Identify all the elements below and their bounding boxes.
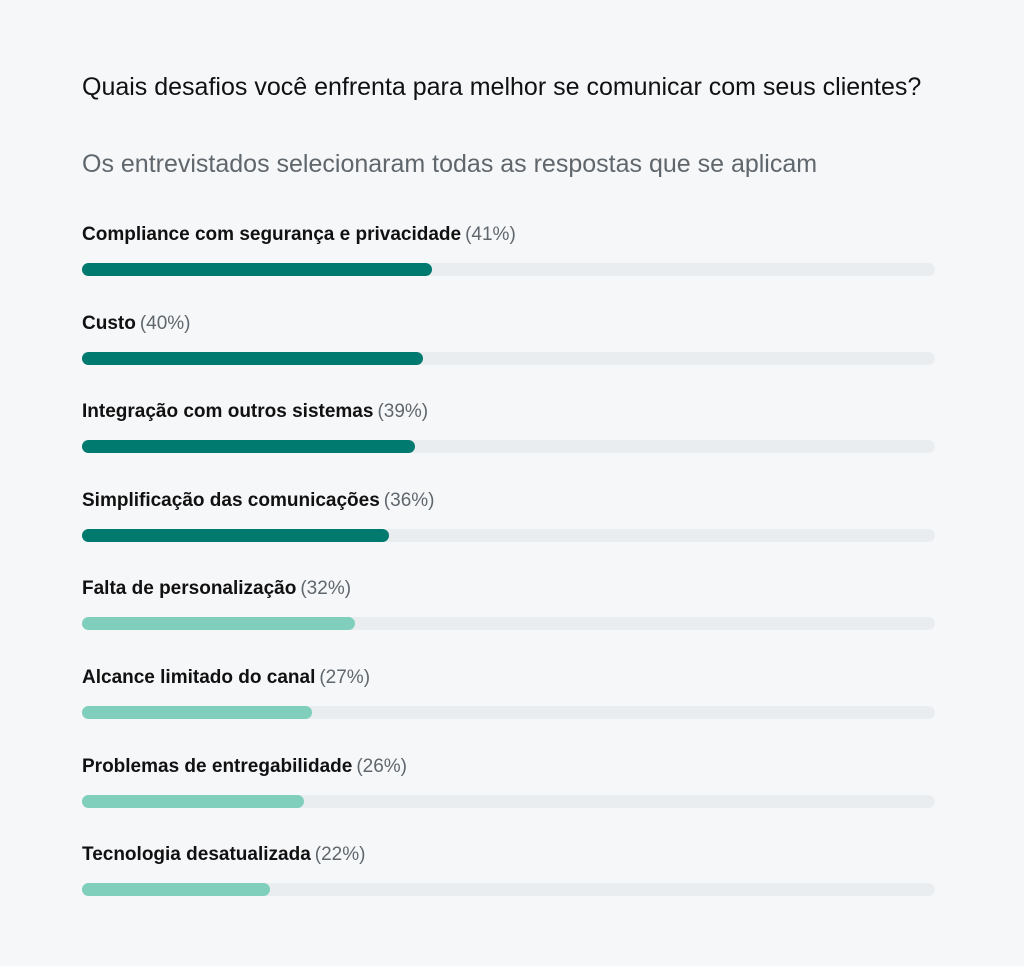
value-label: (39%) bbox=[377, 401, 429, 423]
bar-row: Alcance limitado do canal (27%) bbox=[82, 665, 935, 754]
value-label: (32%) bbox=[300, 578, 352, 600]
bar-fill bbox=[82, 528, 390, 542]
bar-fill bbox=[82, 794, 304, 808]
bar-list: Compliance com segurança e privacidade (4… bbox=[82, 222, 935, 931]
bar-fill bbox=[82, 617, 355, 631]
category-label: Compliance com segurança e privacidade bbox=[82, 224, 462, 245]
category-label: Problemas de entregabilidade bbox=[82, 755, 353, 777]
value-label: (26%) bbox=[356, 755, 407, 777]
bar-track bbox=[82, 617, 935, 631]
category-label: Tecnologia desatualizada bbox=[82, 844, 311, 866]
bar-track bbox=[82, 440, 935, 454]
bar-label: Custo (40%) bbox=[82, 311, 935, 337]
value-label: (36%) bbox=[383, 489, 435, 511]
value-label: (22%) bbox=[314, 844, 366, 866]
bar-label: Tecnologia desatualizada (22%) bbox=[82, 842, 935, 868]
bar-label: Problemas de entregabilidade (26%) bbox=[82, 754, 935, 780]
bar-fill bbox=[82, 705, 313, 719]
chart-subtitle: Os entrevistados selecionaram todas as r… bbox=[82, 150, 818, 178]
bar-label: Simplificação das comunicações (36%) bbox=[82, 488, 935, 514]
bar-track bbox=[82, 883, 935, 897]
value-label: (40%) bbox=[139, 312, 191, 334]
category-label: Alcance limitado do canal bbox=[82, 666, 316, 688]
bar-track bbox=[82, 794, 935, 808]
bar-row: Compliance com segurança e privacidade (4… bbox=[82, 222, 935, 311]
bar-label: Alcance limitado do canal (27%) bbox=[82, 665, 935, 691]
value-label: (27%) bbox=[319, 666, 371, 688]
bar-label: Falta de personalização (32%) bbox=[82, 576, 935, 602]
category-label: Falta de personalização bbox=[82, 578, 297, 600]
bar-row: Tecnologia desatualizada (22%) bbox=[82, 842, 935, 931]
bar-label: Integração com outros sistemas (39%) bbox=[82, 399, 935, 425]
bar-row: Falta de personalização (32%) bbox=[82, 576, 935, 665]
bar-row: Problemas de entregabilidade (26%) bbox=[82, 754, 935, 843]
bar-row: Custo (40%) bbox=[82, 311, 935, 400]
value-label: (41%) bbox=[465, 224, 516, 245]
bar-track bbox=[82, 528, 935, 542]
bar-row: Integração com outros sistemas (39%) bbox=[82, 399, 935, 488]
category-label: Integração com outros sistemas bbox=[82, 401, 374, 423]
bar-track bbox=[82, 705, 935, 719]
category-label: Custo bbox=[82, 312, 136, 334]
bar-fill bbox=[82, 351, 424, 365]
bar-fill bbox=[82, 883, 270, 897]
bar-row: Simplificação das comunicações (36%) bbox=[82, 488, 935, 577]
bar-track bbox=[82, 351, 935, 365]
chart-title: Quais desafios você enfrenta para melhor… bbox=[82, 73, 922, 101]
bar-track bbox=[82, 263, 935, 276]
bar-fill bbox=[82, 440, 415, 454]
bar-label: Compliance com segurança e privacidade (4… bbox=[82, 222, 935, 248]
bar-fill bbox=[82, 263, 432, 276]
category-label: Simplificação das comunicações bbox=[82, 489, 380, 511]
